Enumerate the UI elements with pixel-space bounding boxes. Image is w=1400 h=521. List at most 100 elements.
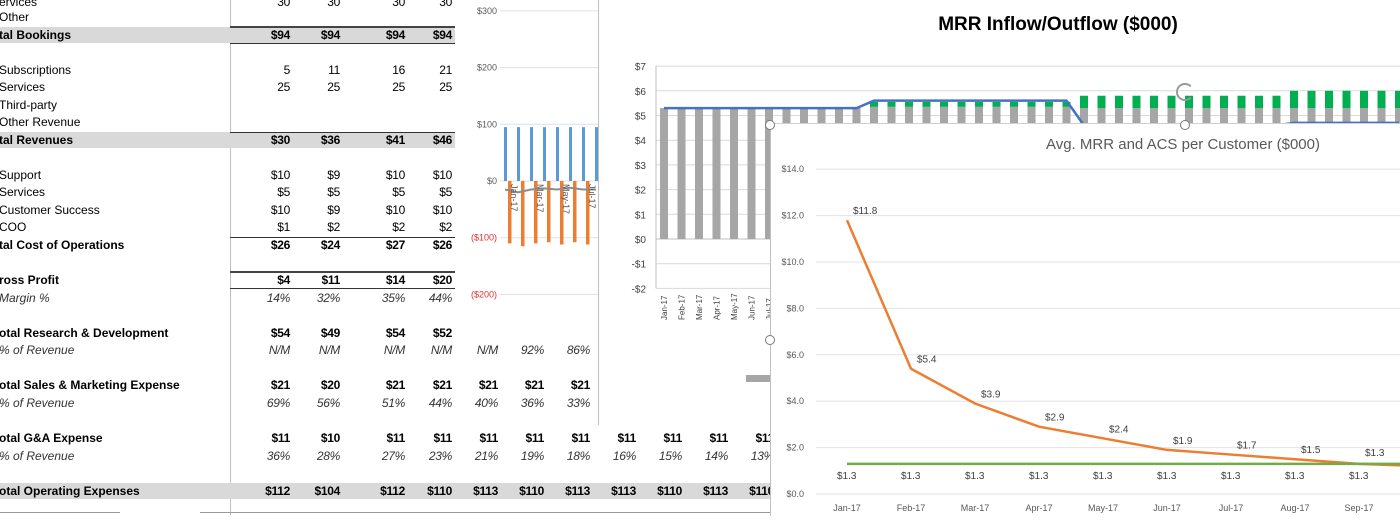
- cell-value[interactable]: 11: [328, 63, 340, 77]
- cell-value[interactable]: 32%: [316, 291, 340, 305]
- row-label[interactable]: otal Operating Expenses: [0, 484, 140, 498]
- row-label[interactable]: otal Sales & Marketing Expense: [0, 378, 180, 392]
- cell-value[interactable]: $11: [479, 431, 499, 445]
- row-label[interactable]: Margin %: [0, 291, 50, 305]
- cell-value[interactable]: $113: [703, 484, 728, 498]
- cell-value[interactable]: $5: [327, 185, 340, 199]
- cell-value[interactable]: 25: [392, 80, 405, 94]
- cell-value[interactable]: 16%: [612, 449, 636, 463]
- resize-handle-icon[interactable]: [765, 335, 775, 345]
- row-label[interactable]: COO: [0, 220, 27, 234]
- cell-value[interactable]: $9: [327, 203, 340, 217]
- row-label[interactable]: Third-party: [0, 98, 58, 112]
- cell-value[interactable]: $54: [270, 326, 290, 340]
- cell-value[interactable]: 30: [392, 0, 405, 9]
- cell-value[interactable]: N/M: [318, 343, 340, 357]
- row-label[interactable]: % of Revenue: [0, 343, 75, 357]
- cell-value[interactable]: $94: [320, 28, 340, 42]
- cell-value[interactable]: $5: [277, 185, 290, 199]
- cell-value[interactable]: 44%: [428, 291, 452, 305]
- cell-value[interactable]: 86%: [566, 343, 590, 357]
- cell-value[interactable]: $113: [473, 484, 498, 498]
- cell-value[interactable]: $21: [524, 378, 544, 392]
- cell-value[interactable]: 14%: [266, 291, 290, 305]
- cell-value[interactable]: $36: [320, 133, 340, 147]
- cell-value[interactable]: $11: [271, 431, 291, 445]
- cell-value[interactable]: $113: [611, 484, 636, 498]
- cell-value[interactable]: $94: [270, 28, 290, 42]
- cell-value[interactable]: 44%: [428, 396, 452, 410]
- cell-value[interactable]: $110: [427, 484, 452, 498]
- cell-value[interactable]: 30: [327, 0, 340, 9]
- cell-value[interactable]: 19%: [520, 449, 544, 463]
- cell-value[interactable]: $49: [320, 326, 340, 340]
- cell-value[interactable]: N/M: [476, 343, 498, 357]
- cell-value[interactable]: $2: [392, 220, 405, 234]
- cell-value[interactable]: $46: [432, 133, 452, 147]
- cell-value[interactable]: 92%: [520, 343, 544, 357]
- cell-value[interactable]: 16: [392, 63, 405, 77]
- row-label[interactable]: tal Revenues: [0, 133, 74, 147]
- cell-value[interactable]: $11: [321, 273, 341, 287]
- cell-value[interactable]: $26: [270, 238, 290, 252]
- cell-value[interactable]: $113: [565, 484, 590, 498]
- avg-mrr-chart[interactable]: $14.0 $12.0 $10.0 $8.0 $6.0 $4.0 $2.0 $0.0 Jan-1…: [770, 123, 1400, 516]
- cell-value[interactable]: $110: [749, 484, 774, 498]
- cell-value[interactable]: $11: [433, 431, 453, 445]
- cell-value[interactable]: $26: [432, 238, 452, 252]
- cell-value[interactable]: 23%: [428, 449, 452, 463]
- cell-value[interactable]: $11: [617, 431, 637, 445]
- cell-value[interactable]: N/M: [268, 343, 290, 357]
- cell-value[interactable]: $11: [525, 431, 545, 445]
- row-label[interactable]: ross Profit: [0, 273, 60, 287]
- cell-value[interactable]: $11: [709, 431, 729, 445]
- cell-value[interactable]: $10: [320, 431, 340, 445]
- cell-value[interactable]: 13%: [750, 449, 774, 463]
- row-label[interactable]: Other: [0, 10, 30, 24]
- cell-value[interactable]: 25: [439, 80, 452, 94]
- cell-value[interactable]: $10: [270, 203, 290, 217]
- cell-value[interactable]: $10: [432, 168, 452, 182]
- cashflow-chart[interactable]: $300 $200 $100 $0 ($100) ($200) Jan-17 Mar-17 Ma…: [455, 0, 603, 340]
- cell-value[interactable]: $11: [386, 431, 406, 445]
- row-label[interactable]: % of Revenue: [0, 396, 75, 410]
- row-label[interactable]: tal Bookings: [0, 28, 72, 42]
- cell-value[interactable]: $30: [270, 133, 290, 147]
- cell-value[interactable]: 40%: [474, 396, 498, 410]
- cell-value[interactable]: $2: [439, 220, 452, 234]
- cell-value[interactable]: $54: [385, 326, 405, 340]
- cell-value[interactable]: 21%: [474, 449, 498, 463]
- cell-value[interactable]: $21: [570, 378, 590, 392]
- row-label[interactable]: % of Revenue: [0, 449, 75, 463]
- cell-value[interactable]: $10: [270, 168, 290, 182]
- cell-value[interactable]: $110: [657, 484, 682, 498]
- cell-value[interactable]: 35%: [381, 291, 405, 305]
- cell-value[interactable]: 51%: [381, 396, 405, 410]
- cell-value[interactable]: N/M: [383, 343, 405, 357]
- cell-value[interactable]: 27%: [381, 449, 405, 463]
- cell-value[interactable]: 25: [277, 80, 290, 94]
- cell-value[interactable]: $112: [380, 484, 405, 498]
- cell-value[interactable]: 28%: [316, 449, 340, 463]
- row-label[interactable]: Services: [0, 185, 46, 199]
- row-label[interactable]: otal Research & Development: [0, 326, 169, 340]
- cell-value[interactable]: $1: [277, 220, 290, 234]
- cell-value[interactable]: N/M: [430, 343, 452, 357]
- cell-value[interactable]: 18%: [566, 449, 590, 463]
- cell-value[interactable]: $112: [265, 484, 290, 498]
- cell-value[interactable]: 25: [327, 80, 340, 94]
- cell-value[interactable]: $110: [519, 484, 544, 498]
- cell-value[interactable]: 15%: [658, 449, 682, 463]
- cell-value[interactable]: $20: [432, 273, 452, 287]
- row-label[interactable]: Subscriptions: [0, 63, 72, 77]
- cell-value[interactable]: $41: [385, 133, 405, 147]
- cell-value[interactable]: $94: [385, 28, 405, 42]
- cell-value[interactable]: $10: [385, 168, 405, 182]
- cell-value[interactable]: $11: [571, 431, 591, 445]
- row-label[interactable]: Other Revenue: [0, 115, 81, 129]
- row-label[interactable]: Support: [0, 168, 42, 182]
- row-label[interactable]: Customer Success: [0, 203, 100, 217]
- cell-value[interactable]: $27: [385, 238, 405, 252]
- resize-handle-icon[interactable]: [1180, 120, 1190, 130]
- row-label[interactable]: tal Cost of Operations: [0, 238, 125, 252]
